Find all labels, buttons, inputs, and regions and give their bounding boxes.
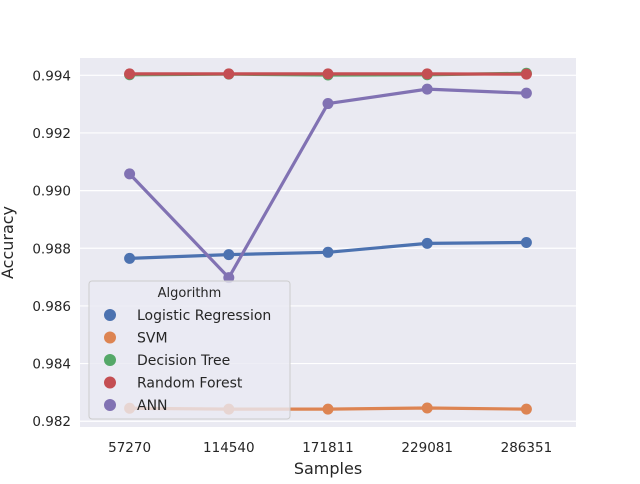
data-point xyxy=(422,402,433,413)
data-point xyxy=(521,237,532,248)
x-axis-label: Samples xyxy=(294,459,362,478)
data-point xyxy=(124,253,135,264)
x-tick-label: 57270 xyxy=(108,440,151,456)
data-point xyxy=(422,68,433,79)
legend-marker xyxy=(104,354,116,366)
legend-marker xyxy=(104,332,116,344)
data-point xyxy=(223,249,234,260)
legend-label: Logistic Regression xyxy=(137,308,271,324)
x-tick-label: 114540 xyxy=(203,440,255,456)
data-point xyxy=(223,68,234,79)
y-tick-label: 0.992 xyxy=(32,126,71,142)
x-tick-label: 286351 xyxy=(501,440,553,456)
legend-marker xyxy=(104,399,116,411)
y-tick-label: 0.988 xyxy=(32,241,71,257)
data-point xyxy=(323,404,334,415)
legend-label: Decision Tree xyxy=(137,353,230,369)
y-tick-label: 0.984 xyxy=(32,357,71,373)
y-tick-label: 0.990 xyxy=(32,184,71,200)
data-point xyxy=(521,404,532,415)
y-tick-label: 0.982 xyxy=(32,414,71,430)
y-axis-label: Accuracy xyxy=(0,206,17,279)
data-point xyxy=(323,247,334,258)
legend-label: ANN xyxy=(137,398,168,414)
data-point xyxy=(521,88,532,99)
data-point xyxy=(323,68,334,79)
legend-title: Algorithm xyxy=(158,286,222,301)
y-tick-label: 0.994 xyxy=(32,68,71,84)
y-tick-label: 0.986 xyxy=(32,299,71,315)
data-point xyxy=(422,238,433,249)
legend-box xyxy=(89,281,290,419)
x-tick-label: 229081 xyxy=(401,440,453,456)
data-point xyxy=(323,98,334,109)
legend-label: SVM xyxy=(137,331,168,347)
legend-label: Random Forest xyxy=(137,376,243,392)
legend: Algorithm Logistic Regression SVM Decision… xyxy=(89,281,290,419)
data-point xyxy=(422,84,433,95)
data-point xyxy=(124,68,135,79)
data-point xyxy=(521,69,532,80)
x-tick-label: 171811 xyxy=(302,440,354,456)
legend-marker xyxy=(104,309,116,321)
data-point xyxy=(124,168,135,179)
legend-marker xyxy=(104,377,116,389)
